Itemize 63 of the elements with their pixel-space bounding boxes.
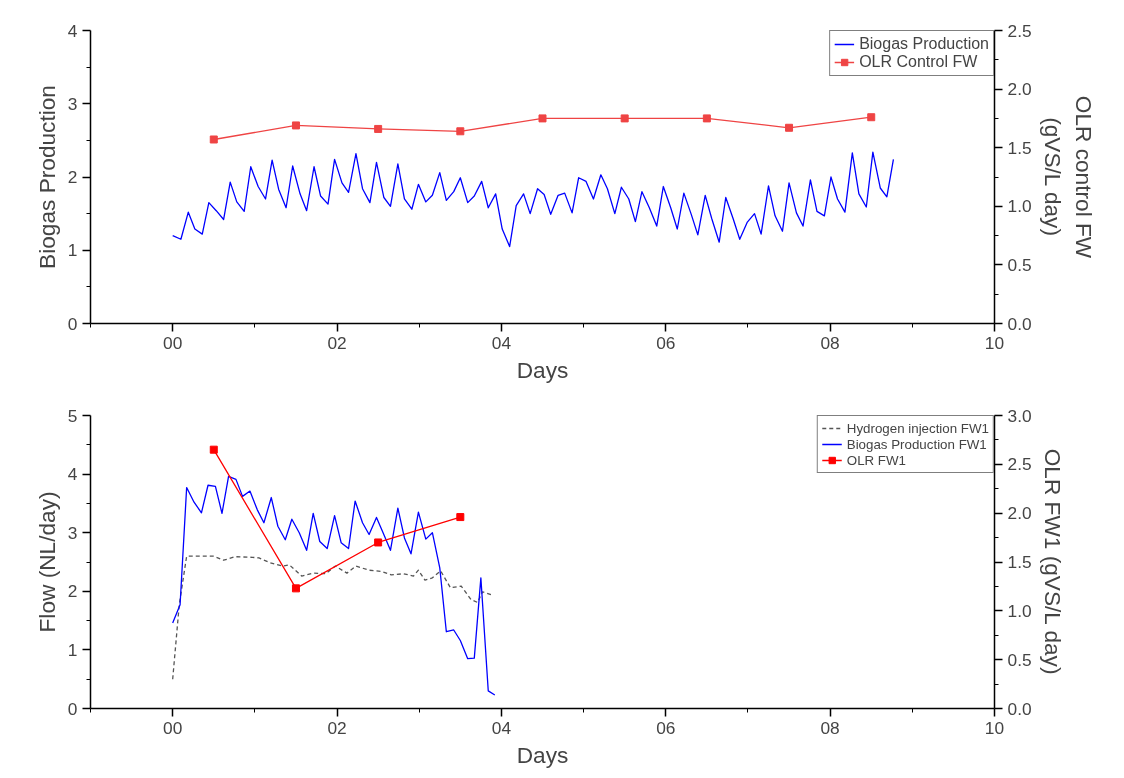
x-tick-label: 06	[656, 332, 676, 353]
y-tick-label: 3	[67, 93, 78, 114]
point	[456, 127, 465, 136]
y-tick-label: 0	[67, 698, 78, 719]
y2-tick-label: 2.0	[1007, 503, 1032, 524]
x-tick-label: 10	[984, 332, 1005, 353]
y2-tick-label: 0.0	[1007, 313, 1032, 334]
y2-tick-label: 2.5	[1007, 20, 1032, 41]
point	[291, 584, 300, 593]
x-tick-label: 08	[820, 717, 840, 738]
point	[374, 124, 383, 133]
y-tick-label: 4	[67, 464, 78, 485]
y2-tick-label: 1.0	[1007, 196, 1032, 217]
y-tick-label: 1	[67, 639, 78, 660]
x-tick-label: 04	[491, 717, 512, 738]
x-tick-label: 04	[491, 332, 512, 353]
y2-tick-label: 2.5	[1007, 454, 1032, 475]
x-tick-label: 00	[163, 332, 183, 353]
x-axis-title: Days	[516, 356, 569, 383]
point	[209, 135, 218, 144]
legend-label: OLR Control FW	[859, 53, 978, 71]
point	[374, 538, 383, 547]
y-tick-label: 4	[67, 20, 78, 41]
y-axis-title: Biogas Production	[33, 85, 60, 269]
point	[538, 114, 547, 123]
y2-tick-label: 2.0	[1007, 79, 1032, 100]
y2-tick-label: 3.0	[1007, 405, 1032, 426]
line-series	[172, 151, 895, 248]
point	[291, 121, 300, 130]
x-tick-label: 08	[820, 332, 840, 353]
point	[702, 114, 711, 123]
y-axis-title: Flow (NL/day)	[33, 491, 60, 633]
x-tick-label: 10	[984, 717, 1005, 738]
line-series	[172, 555, 493, 680]
y2-tick-label: 0.5	[1007, 649, 1032, 670]
point	[456, 513, 465, 522]
legend-label: OLR FW1	[846, 452, 907, 468]
y-tick-label: 2	[67, 167, 78, 187]
y2-tick-label: 1.0	[1007, 600, 1032, 621]
legend-label: Hydrogen injection FW1	[846, 420, 989, 436]
point	[620, 114, 629, 123]
line-series	[172, 475, 496, 696]
y2-tick-label: 1.5	[1007, 552, 1032, 572]
y-tick-label: 1	[67, 240, 78, 261]
y-tick-label: 5	[67, 405, 78, 426]
x-tick-label: 02	[327, 332, 347, 353]
y2-tick-label: 1.5	[1007, 137, 1032, 158]
x-axis-title: Days	[516, 741, 569, 768]
x-tick-label: 06	[656, 717, 676, 738]
point	[209, 445, 218, 454]
y2-tick-label: 0.0	[1007, 698, 1032, 719]
legend-label: Biogas Production FW1	[846, 436, 987, 452]
y2-tick-label: 0.5	[1007, 254, 1032, 275]
point	[785, 123, 794, 132]
x-tick-label: 00	[163, 717, 183, 738]
legend-label: Biogas Production	[859, 35, 989, 53]
point	[867, 113, 876, 122]
y-tick-label: 0	[67, 313, 78, 334]
y2-axis-title: OLR FW1 (gVS/L day)	[1039, 448, 1066, 675]
y-tick-label: 3	[67, 522, 78, 543]
x-tick-label: 02	[327, 717, 347, 738]
y-tick-label: 2	[67, 581, 78, 602]
y2-axis-title: OLR control FW (gVS/L day)	[1039, 95, 1097, 259]
